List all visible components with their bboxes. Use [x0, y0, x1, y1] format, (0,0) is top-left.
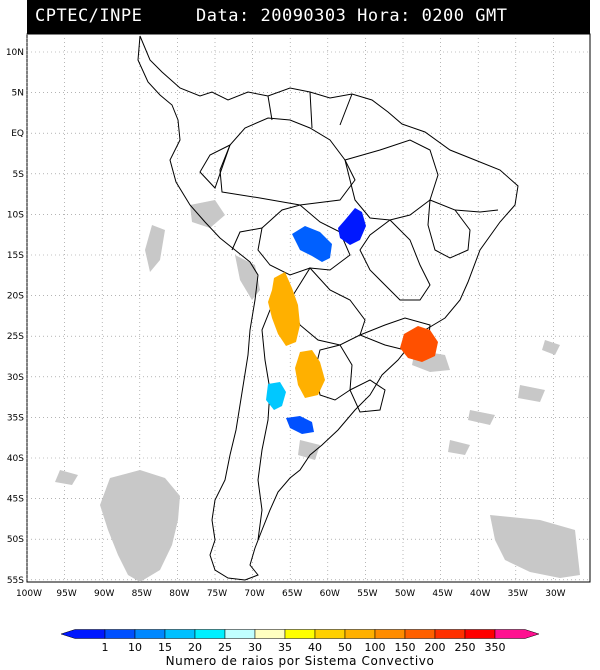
longitude-label: 45W: [432, 589, 452, 599]
longitude-label: 55W: [357, 589, 377, 599]
lightning-system-argentina-center: [295, 350, 325, 398]
colorbar-swatch: [374, 629, 406, 639]
latitude-label: 10N: [6, 48, 24, 58]
colorbar-swatch: [404, 629, 436, 639]
longitude-label: 100W: [16, 589, 42, 599]
date-value: 20090303: [260, 6, 347, 26]
graticule: [26, 34, 590, 582]
colorbar-tick-label: 20: [188, 641, 202, 654]
colorbar-swatch: [434, 629, 466, 639]
longitude-label: 75W: [207, 589, 227, 599]
longitude-label: 85W: [132, 589, 152, 599]
latitude-label: 30S: [7, 373, 24, 383]
colorbar-tick-label: 25: [218, 641, 232, 654]
longitude-label: 70W: [244, 589, 264, 599]
colorbar-swatch: [60, 629, 106, 639]
lightning-system-chaco: [268, 272, 300, 346]
colorbar-tick-label: 15: [158, 641, 172, 654]
hour-label: Hora:: [357, 6, 411, 26]
longitude-label: 50W: [395, 589, 415, 599]
latitude-labels: 10N 5N EQ 5S 10S 15S 20S 25S 30S 35S 40S 45S 50S 55S: [6, 48, 24, 586]
latitude-label: 10S: [7, 210, 24, 220]
colorbar-swatch: [284, 629, 316, 639]
latitude-label: 50S: [7, 535, 24, 545]
colorbar-swatch: [164, 629, 196, 639]
latitude-label: 55S: [7, 576, 24, 586]
coastline: [137, 35, 519, 581]
latitude-label: 20S: [7, 292, 24, 302]
latitude-label: 5N: [12, 89, 24, 99]
title-text: CPTEC/INPE Data: 20090303 Hora: 0200 GMT: [35, 6, 507, 26]
colorbar-tick-label: 40: [308, 641, 322, 654]
colorbar-swatch: [134, 629, 166, 639]
lightning-system-sao-paulo: [400, 326, 438, 362]
lightning-system-pampas-west: [266, 382, 286, 410]
lightning-systems: [266, 208, 438, 434]
colorbar-swatch: [494, 629, 540, 639]
latitude-label: 45S: [7, 495, 24, 505]
title-bar: CPTEC/INPE Data: 20090303 Hora: 0200 GMT: [27, 0, 590, 34]
colorbar-swatch: [224, 629, 256, 639]
colorbar-swatch: [194, 629, 226, 639]
hour-value: 0200 GMT: [421, 6, 508, 26]
latitude-label: 15S: [7, 251, 24, 261]
colorbar-tick-label: 100: [365, 641, 386, 654]
colorbar-tick-label: 10: [128, 641, 142, 654]
lightning-system-bolivia-east: [338, 208, 366, 245]
longitude-label: 80W: [169, 589, 189, 599]
colorbar-tick-label: 1: [102, 641, 109, 654]
source-label: CPTEC/INPE: [35, 6, 143, 26]
colorbar-swatch: [104, 629, 136, 639]
date-label: Data:: [196, 6, 250, 26]
colorbar-tick-label: 150: [395, 641, 416, 654]
colorbar: 1 10 15 20 25 30 35 40 50 100 150 200 250 350: [60, 629, 540, 654]
colorbar-tick-label: 250: [455, 641, 476, 654]
colorbar-title: Numero de raios por Sistema Convectivo: [165, 654, 435, 668]
longitude-label: 90W: [94, 589, 114, 599]
latitude-label: 5S: [13, 170, 25, 180]
lightning-system-bolivia-west: [292, 226, 332, 262]
colorbar-tick-label: 350: [485, 641, 506, 654]
longitude-label: 65W: [282, 589, 302, 599]
longitude-label: 60W: [320, 589, 340, 599]
lightning-system-pampas-south: [286, 416, 314, 434]
longitude-label: 35W: [508, 589, 528, 599]
colorbar-tick-label: 35: [278, 641, 292, 654]
longitude-label: 40W: [470, 589, 490, 599]
colorbar-swatch: [344, 629, 376, 639]
colorbar-swatch: [254, 629, 286, 639]
longitude-label: 30W: [545, 589, 565, 599]
colorbar-swatch: [464, 629, 496, 639]
latitude-label: 25S: [7, 332, 24, 342]
colorbar-tick-label: 200: [425, 641, 446, 654]
colorbar-swatch: [314, 629, 346, 639]
latitude-label: 40S: [7, 454, 24, 464]
latitude-label: EQ: [11, 129, 24, 139]
longitude-label: 95W: [56, 589, 76, 599]
latitude-label: 35S: [7, 413, 24, 423]
longitude-labels: 100W 95W 90W 85W 80W 75W 70W 65W 60W 55W 50W 45W 40W…: [16, 589, 566, 599]
colorbar-tick-label: 30: [248, 641, 262, 654]
colorbar-tick-label: 50: [338, 641, 352, 654]
